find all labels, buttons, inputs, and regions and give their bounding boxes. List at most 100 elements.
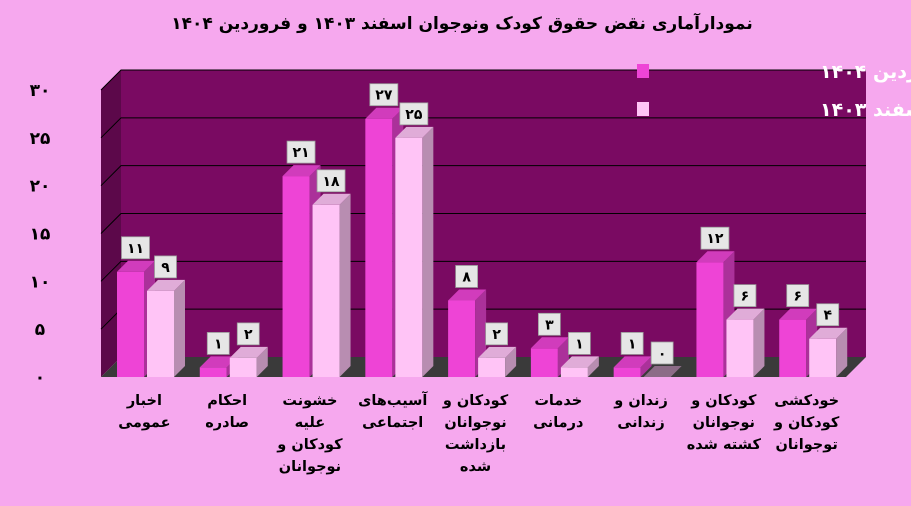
bar-front	[560, 367, 588, 377]
data-label: ۶	[741, 289, 750, 305]
bar-side	[753, 308, 765, 377]
bar-top	[229, 346, 268, 358]
bar-front	[779, 319, 807, 377]
bar-front	[395, 137, 423, 377]
bars-layer	[117, 107, 848, 377]
x-tick-label: احکام صادره	[205, 393, 249, 431]
legend-swatch	[637, 102, 649, 116]
bar-top	[809, 327, 848, 339]
data-label: ۱۱	[127, 241, 144, 257]
bar	[229, 346, 268, 377]
bar-front	[199, 367, 227, 377]
data-label: ۳	[545, 317, 554, 333]
bar-side	[587, 356, 599, 377]
data-label-box	[399, 102, 429, 126]
bar-front	[365, 118, 393, 377]
data-label: ۶	[793, 289, 802, 305]
gridline	[100, 69, 866, 91]
bar	[395, 126, 434, 377]
bar-top	[478, 346, 517, 358]
bar-top	[365, 107, 404, 119]
bar	[478, 346, 517, 377]
legend-swatch	[637, 64, 649, 78]
x-tick-label: اخبار عمومی	[118, 393, 170, 431]
y-tick-label: ۳۰	[30, 81, 51, 101]
data-label-box	[786, 284, 810, 308]
data-label-box	[121, 236, 150, 260]
data-label: ۱	[214, 336, 223, 352]
bar	[147, 279, 185, 377]
bar	[643, 366, 682, 377]
bar-top	[696, 251, 735, 263]
bar	[696, 251, 735, 377]
data-label-box	[369, 83, 399, 107]
bar-top	[726, 308, 765, 320]
bar-front	[613, 367, 641, 377]
data-label: ۴	[823, 308, 832, 324]
bar-top	[147, 279, 185, 291]
bar-side	[256, 346, 268, 377]
bar	[613, 356, 652, 377]
bar-front	[117, 271, 144, 377]
legend-label: اسفند ۱۴۰۳	[820, 99, 911, 121]
bar-side	[422, 126, 434, 377]
y-tick-label: ۵	[35, 320, 45, 340]
bar-front	[312, 204, 340, 377]
data-label: ۸	[462, 269, 471, 285]
data-label-box	[816, 303, 840, 327]
gridline	[100, 260, 866, 282]
bar-front	[530, 348, 558, 377]
bar-top	[448, 289, 487, 301]
y-tick-label: ۱۰	[30, 272, 51, 292]
bar-top	[395, 126, 434, 138]
bar-top	[560, 356, 599, 368]
x-tick-label: خودکشی کودکان و توجوانان	[773, 393, 840, 453]
data-label-box	[567, 332, 591, 355]
data-label: ۲	[244, 327, 253, 343]
bar-front	[229, 357, 257, 377]
bar-top	[613, 356, 652, 368]
data-label: ۹	[161, 260, 170, 276]
data-label-box	[236, 322, 260, 346]
gridline	[100, 117, 866, 139]
x-tick-label: کودکان و نوجوانان بازداشت شده	[442, 393, 509, 475]
bar	[809, 327, 848, 377]
chart-title: نمودارآماری نقض حقوق کودک ونوجوان اسفند …	[171, 12, 752, 34]
bar-side	[339, 193, 351, 377]
bar	[312, 193, 351, 377]
data-label: ۰	[658, 346, 667, 362]
bar-front	[696, 262, 724, 377]
data-label-box	[206, 332, 230, 355]
bar-top	[199, 356, 238, 368]
data-label: ۲۷	[375, 88, 393, 104]
x-tick-label: آسیب‌های اجتماعی	[358, 391, 428, 431]
y-tick-label: ۲۵	[30, 129, 51, 149]
data-label-box	[316, 169, 346, 193]
y-tick-label: ۰	[35, 368, 45, 388]
bar-top	[312, 193, 351, 205]
data-label-box	[455, 265, 479, 288]
bar-side	[836, 327, 848, 377]
data-label: ۱۲	[706, 231, 724, 247]
bar-front	[147, 290, 174, 377]
data-label-box	[620, 332, 644, 355]
bar-side	[640, 356, 652, 377]
data-label: ۱	[628, 336, 637, 352]
data-label-box	[485, 322, 509, 346]
data-label: ۲۵	[405, 107, 423, 123]
bar-top	[643, 366, 682, 377]
bar-front	[448, 300, 476, 377]
data-label: ۱	[575, 336, 584, 352]
data-label: ۱۸	[323, 174, 341, 190]
bar-side	[174, 279, 185, 377]
y-tick-label: ۲۰	[30, 177, 51, 197]
x-tick-label: خدمات درمانی	[533, 393, 583, 431]
bar-top	[117, 260, 155, 272]
bar-front	[726, 319, 754, 377]
data-label: ۲۱	[293, 145, 310, 161]
bar-side	[505, 346, 517, 377]
data-label-box	[537, 312, 561, 336]
data-label-box	[286, 140, 316, 164]
